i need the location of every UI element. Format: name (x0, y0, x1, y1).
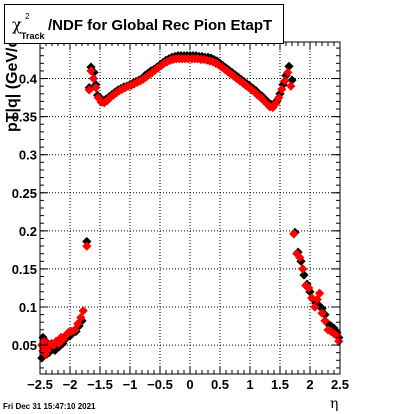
timestamp: Fri Dec 31 15:47:10 2021 (3, 402, 96, 411)
data-point (298, 264, 308, 274)
y-tick-label: 0.1 (19, 300, 37, 315)
data-point (84, 85, 94, 95)
chart-title: /NDF for Global Rec Pion EtapT (48, 17, 273, 34)
y-axis-label: pT|q| (GeV/c (4, 38, 21, 132)
x-tick-label: 0.5 (211, 377, 229, 392)
data-point (73, 319, 83, 329)
data-point (76, 313, 86, 323)
data-point (53, 338, 64, 349)
x-tick-label: 0 (186, 377, 193, 392)
x-axis-label: η (330, 396, 339, 412)
x-tick-label: −1.5 (87, 377, 113, 392)
data-point (320, 316, 330, 326)
data-point (86, 66, 96, 76)
data-point (274, 92, 284, 103)
x-tick-label: −1 (123, 377, 138, 392)
series-red (37, 54, 344, 359)
chart-title-box: χ 2 Track /NDF for Global Rec Pion EtapT (4, 4, 284, 44)
x-tick-label: 2.5 (331, 377, 349, 392)
data-point (314, 288, 325, 298)
data-point (295, 252, 305, 263)
data-point (78, 306, 88, 316)
data-point (286, 81, 296, 91)
data-point (280, 76, 290, 86)
data-point (289, 229, 299, 239)
y-axis-ticks: 0.05 0.1 0.15 0.2 0.25 0.3 0.35 0.4 (12, 47, 340, 369)
y-tick-label: 0.3 (19, 148, 37, 163)
x-tick-label: −2 (63, 377, 78, 392)
data-point (88, 73, 99, 84)
y-tick-label: 0.05 (12, 338, 37, 353)
y-tick-label: 0.4 (19, 72, 38, 87)
title-subscript: Track (21, 31, 45, 41)
x-tick-label: 2 (306, 377, 313, 392)
y-tick-label: 0.2 (19, 224, 37, 239)
data-point (317, 308, 327, 318)
y-tick-label: 0.35 (12, 110, 37, 125)
data-point (91, 83, 101, 93)
data-point (277, 84, 287, 94)
x-tick-label: −0.5 (147, 377, 173, 392)
data-point (304, 283, 314, 293)
x-tick-label: 1.5 (271, 377, 289, 392)
x-axis-ticks: −2.5 −2 −1.5 −1 −0.5 0 0.5 1 1.5 2 2.5 (27, 42, 349, 392)
x-tick-label: 1 (246, 377, 253, 392)
y-tick-label: 0.15 (12, 262, 37, 277)
y-tick-label: 0.25 (12, 186, 37, 201)
data-point (70, 325, 80, 335)
data-point (312, 294, 322, 305)
data-point (299, 270, 309, 280)
data-point (310, 302, 320, 312)
data-point (82, 241, 92, 251)
title-superscript: 2 (25, 12, 30, 21)
x-tick-label: −2.5 (27, 377, 53, 392)
grid-lines (40, 42, 340, 374)
data-point (283, 67, 293, 78)
data-point (271, 99, 281, 109)
title-chi-symbol: χ (12, 15, 22, 34)
